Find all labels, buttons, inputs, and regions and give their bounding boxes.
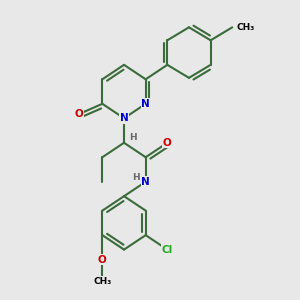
Text: CH₃: CH₃ (93, 277, 112, 286)
Text: N: N (141, 99, 150, 109)
Text: H: H (133, 173, 140, 182)
Text: O: O (75, 109, 84, 119)
Text: H: H (129, 133, 137, 142)
Text: Cl: Cl (162, 244, 173, 255)
Text: O: O (163, 138, 172, 148)
Text: O: O (98, 255, 107, 265)
Text: N: N (141, 177, 150, 187)
Text: N: N (120, 113, 128, 123)
Text: CH₃: CH₃ (237, 23, 255, 32)
